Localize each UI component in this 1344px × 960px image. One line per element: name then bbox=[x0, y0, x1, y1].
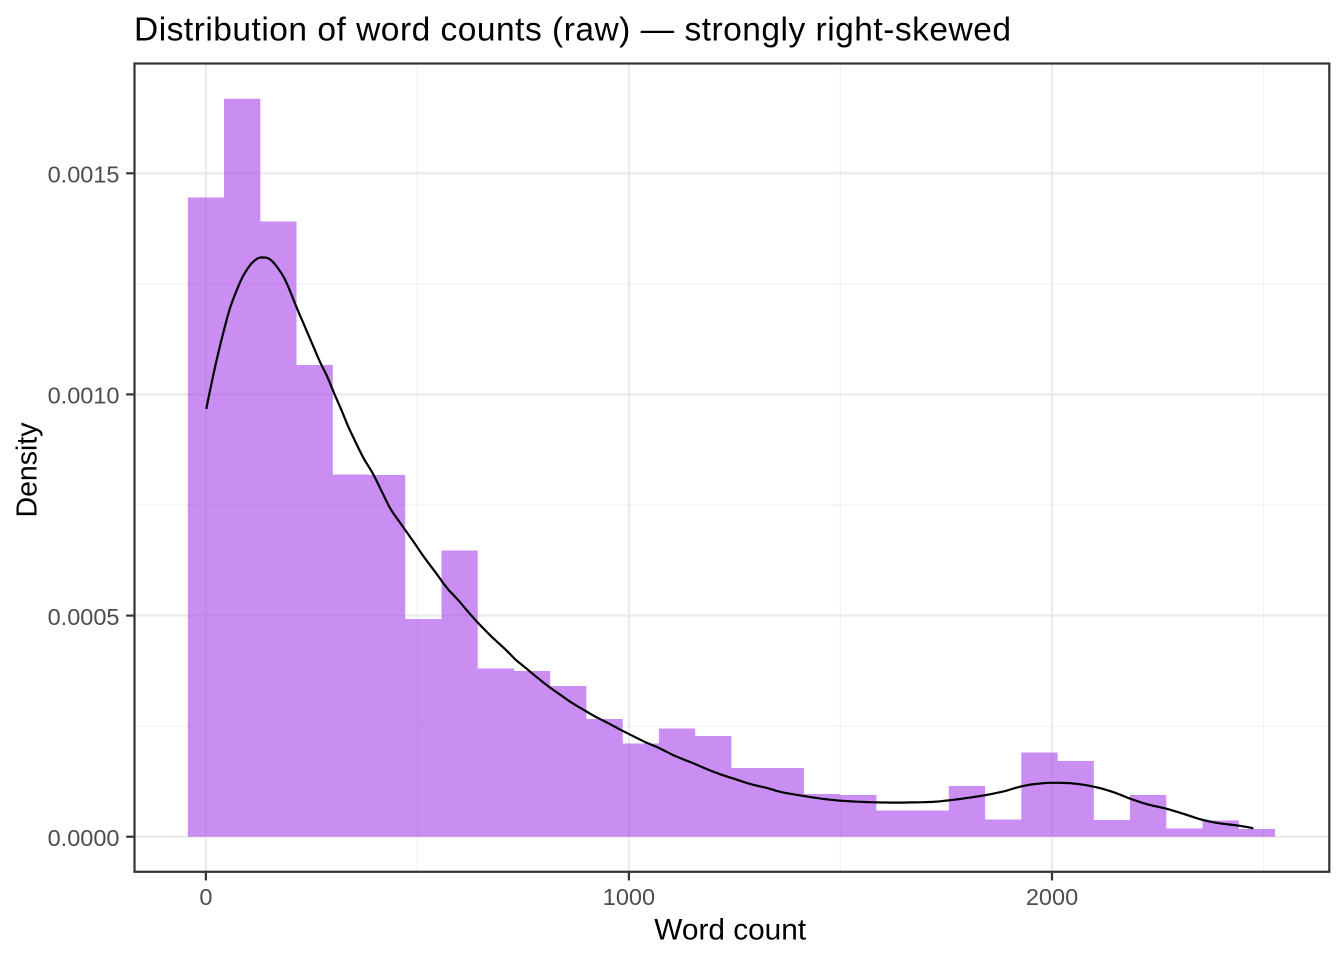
svg-text:Word count: Word count bbox=[654, 913, 807, 946]
svg-text:0.0005: 0.0005 bbox=[48, 604, 120, 630]
svg-text:Distribution of word counts (r: Distribution of word counts (raw) — stro… bbox=[134, 11, 1011, 48]
svg-text:0: 0 bbox=[199, 884, 212, 910]
svg-text:1000: 1000 bbox=[603, 884, 655, 910]
svg-text:0.0015: 0.0015 bbox=[48, 162, 120, 188]
svg-text:Density: Density bbox=[12, 422, 44, 518]
svg-text:0.0000: 0.0000 bbox=[48, 825, 120, 851]
svg-text:2000: 2000 bbox=[1026, 884, 1078, 910]
svg-text:0.0010: 0.0010 bbox=[48, 383, 120, 409]
